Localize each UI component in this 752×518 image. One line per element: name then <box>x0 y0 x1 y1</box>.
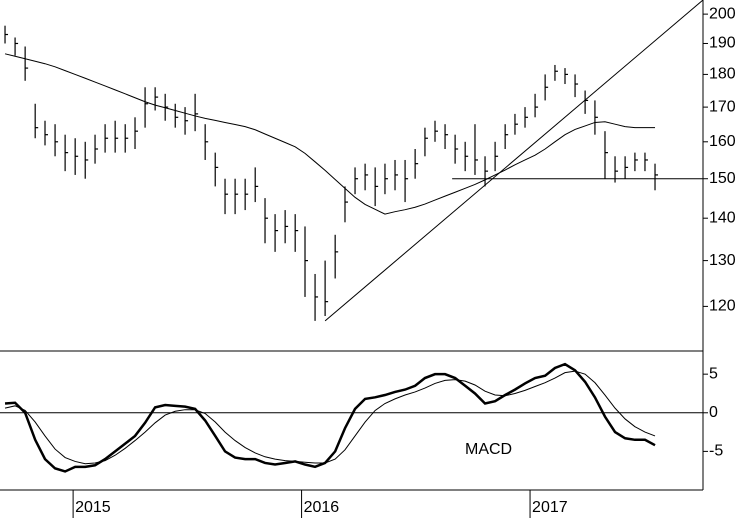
x-tick-label: 2016 <box>304 499 340 516</box>
y-tick-label: 160 <box>709 133 736 150</box>
macd-label: MACD <box>465 441 512 458</box>
y-tick-label: -5 <box>709 443 723 460</box>
y-tick-label: 150 <box>709 170 736 187</box>
y-tick-label: 0 <box>709 404 718 421</box>
y-tick-label: 140 <box>709 209 736 226</box>
y-tick-label: 5 <box>709 365 718 382</box>
macd-line <box>4 362 656 473</box>
y-tick-label: 120 <box>709 298 736 315</box>
y-tick-label: 190 <box>709 35 736 52</box>
y-tick-label: 130 <box>709 252 736 269</box>
y-tick-label: 170 <box>709 98 736 115</box>
moving-average <box>4 53 656 215</box>
x-tick-label: 2017 <box>532 499 568 516</box>
macd-line <box>4 370 656 465</box>
x-tick-label: 2015 <box>75 499 111 516</box>
trendline <box>324 0 704 322</box>
y-tick-label: 180 <box>709 66 736 83</box>
y-tick-label: 200 <box>709 5 736 22</box>
